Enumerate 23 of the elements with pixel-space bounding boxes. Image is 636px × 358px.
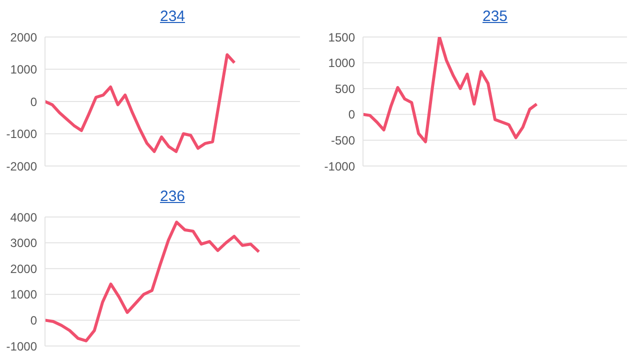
y-tick-label: -500 — [330, 133, 356, 148]
line-series — [362, 37, 538, 144]
y-tick-label: 0 — [30, 313, 38, 328]
chart-title: 235 — [481, 8, 509, 25]
y-tick-label: 4000 — [10, 210, 38, 224]
y-tick-label: 3000 — [10, 236, 38, 250]
y-tick-label: 500 — [334, 82, 356, 96]
y-tick-label: -1000 — [6, 127, 38, 142]
y-tick-label: -1000 — [324, 159, 356, 174]
line-series — [44, 53, 236, 153]
y-tick-label: 2000 — [10, 262, 38, 276]
y-tick-label: 1000 — [10, 288, 38, 302]
y-tick-label: -1000 — [6, 339, 38, 354]
y-tick-label: -2000 — [6, 159, 38, 174]
y-tick-label: 2000 — [10, 30, 38, 44]
y-tick-label: 0 — [30, 94, 38, 109]
chart-title: 236 — [158, 188, 186, 205]
chart-title: 234 — [158, 8, 186, 25]
y-tick-label: 1000 — [10, 62, 38, 77]
y-tick-label: 0 — [348, 108, 356, 122]
y-tick-label: 1500 — [328, 30, 356, 44]
line-series — [44, 220, 260, 342]
y-tick-label: 1000 — [328, 56, 356, 70]
